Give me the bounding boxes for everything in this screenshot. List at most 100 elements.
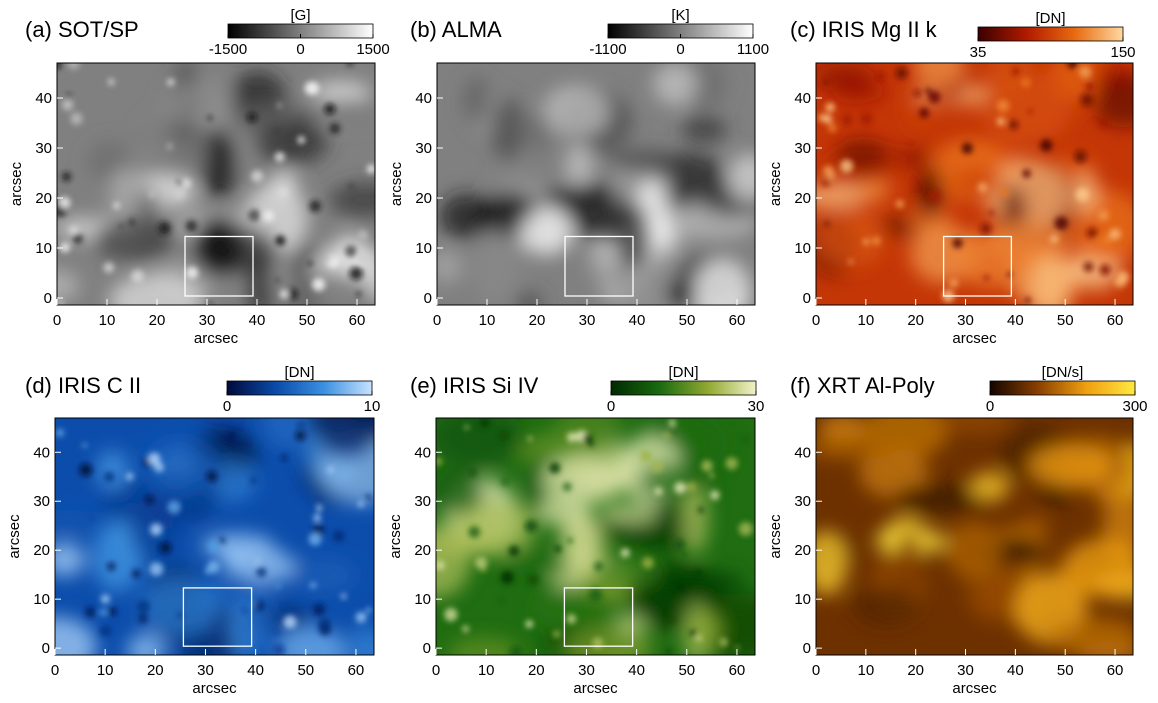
image-speck <box>642 557 654 569</box>
image-blob <box>852 587 919 626</box>
image-speck <box>709 473 714 478</box>
image-speck <box>682 552 687 557</box>
image-blob <box>253 122 328 166</box>
image-speck <box>701 460 713 472</box>
y-tick-label: 10 <box>794 240 811 257</box>
image-speck <box>950 279 959 288</box>
y-tick-label: 40 <box>794 444 811 461</box>
image-speck <box>710 491 719 500</box>
x-tick-label: 0 <box>812 312 820 329</box>
image-speck <box>70 113 82 125</box>
x-tick-label: 20 <box>907 662 924 679</box>
image-speck <box>167 500 180 513</box>
image-speck <box>862 238 869 245</box>
image-speck <box>206 471 217 482</box>
image-speck <box>107 562 115 570</box>
image-speck <box>468 526 480 538</box>
image-speck <box>85 607 96 618</box>
x-tick-label: 30 <box>579 312 596 329</box>
colorbar-tick-label: 10 <box>364 398 381 415</box>
x-tick-label: 60 <box>1107 312 1124 329</box>
image-speck <box>277 103 282 108</box>
x-tick-label: 50 <box>297 662 314 679</box>
image-speck <box>621 548 630 557</box>
x-tick-label: 60 <box>348 662 365 679</box>
image-speck <box>150 523 162 535</box>
colorbar-tick-label: 0 <box>296 41 304 58</box>
image-speck <box>167 78 174 85</box>
image-speck <box>295 431 305 441</box>
image-blob <box>523 113 552 154</box>
y-tick-label: 40 <box>794 90 811 107</box>
x-tick-label: 50 <box>1057 312 1074 329</box>
image-speck <box>298 423 303 428</box>
image-blob <box>562 511 600 576</box>
image-speck <box>365 495 371 501</box>
image-speck <box>827 172 835 180</box>
image-blob <box>913 44 965 87</box>
colorbar-label: [DN] <box>669 364 699 381</box>
image-speck <box>273 629 280 636</box>
image-speck <box>671 428 675 432</box>
image-blob <box>954 167 1005 196</box>
colorbar-tick-label: 30 <box>748 398 765 415</box>
image-blob <box>544 184 614 210</box>
image-speck <box>358 501 364 507</box>
image-speck <box>280 289 289 298</box>
panel-title: (e) IRIS Si IV <box>410 373 539 398</box>
image-blob <box>682 116 727 143</box>
image-speck <box>149 191 155 197</box>
image-speck <box>131 270 144 283</box>
x-axis-label: arcsec <box>192 680 237 697</box>
image-speck <box>499 597 504 602</box>
image-speck <box>823 80 828 85</box>
image-speck <box>251 170 263 182</box>
y-tick-label: 0 <box>803 640 811 657</box>
colorbar-tick-label: 300 <box>1122 398 1147 415</box>
image-blob <box>691 611 721 649</box>
image-speck <box>666 649 672 655</box>
x-tick-label: 60 <box>729 312 746 329</box>
colorbar <box>227 381 372 395</box>
y-tick-label: 0 <box>44 290 52 307</box>
x-tick-label: 50 <box>678 662 695 679</box>
y-tick-label: 0 <box>803 290 811 307</box>
x-tick-label: 30 <box>199 312 216 329</box>
image-speck <box>1028 110 1032 114</box>
image-speck <box>997 99 1010 112</box>
y-tick-label: 30 <box>33 493 50 510</box>
image-speck <box>823 115 832 124</box>
image-speck <box>99 608 107 616</box>
image-blob <box>463 77 491 124</box>
x-tick-label: 50 <box>679 312 696 329</box>
y-axis-label: arcsec <box>767 514 784 559</box>
image-speck <box>527 574 539 586</box>
x-tick-label: 40 <box>247 662 264 679</box>
image-speck <box>896 200 904 208</box>
y-tick-label: 20 <box>35 190 52 207</box>
image-speck <box>358 230 368 240</box>
image-speck <box>366 607 372 613</box>
image-speck <box>349 267 363 281</box>
image-speck <box>553 631 560 638</box>
x-tick-label: 20 <box>907 312 924 329</box>
image-speck <box>1114 276 1126 288</box>
image-blob <box>952 230 1036 287</box>
image-blob <box>661 571 745 595</box>
x-axis-label: arcsec <box>194 330 239 347</box>
image-blob <box>894 531 924 594</box>
image-speck <box>70 226 78 234</box>
colorbar-tick-label: 0 <box>607 398 615 415</box>
y-tick-label: 30 <box>35 140 52 157</box>
image-speck <box>137 600 150 613</box>
image-blob <box>946 522 1002 579</box>
image-speck <box>872 236 881 245</box>
x-axis-label: arcsec <box>952 330 997 347</box>
colorbar-tick-label: 1500 <box>356 41 389 58</box>
image-speck <box>1080 93 1094 107</box>
image-speck <box>1086 227 1097 238</box>
image-speck <box>690 630 697 637</box>
y-axis-label: arcsec <box>387 514 404 559</box>
x-tick-label: 10 <box>99 312 116 329</box>
